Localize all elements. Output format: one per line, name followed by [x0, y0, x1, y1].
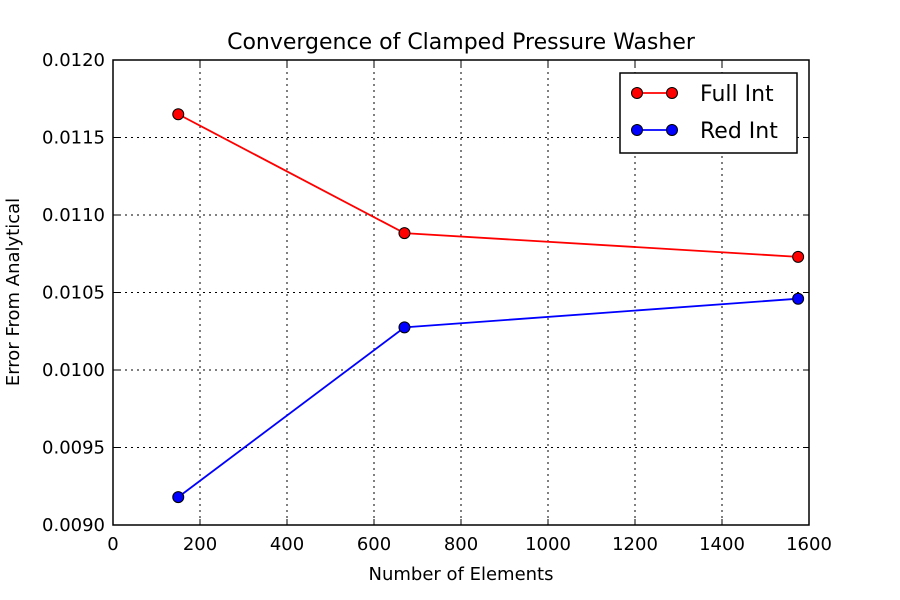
- legend: Full Int Red Int: [619, 72, 798, 154]
- y-tick-label: 0.0100: [42, 360, 105, 381]
- legend-marker: [631, 124, 643, 136]
- data-point: [172, 108, 185, 121]
- x-tick-label: 600: [357, 534, 391, 555]
- y-tick-label: 0.0095: [42, 438, 105, 459]
- legend-label: Red Int: [700, 119, 778, 144]
- x-tick-label: 1600: [786, 534, 832, 555]
- x-tick-label: 400: [270, 534, 304, 555]
- legend-marker: [631, 87, 643, 99]
- series-0: [172, 108, 805, 263]
- data-point: [792, 292, 805, 305]
- legend-label: Full Int: [700, 82, 774, 107]
- legend-entry: Full Int: [631, 82, 774, 107]
- x-axis-label: Number of Elements: [368, 564, 553, 585]
- legend-box: [619, 72, 798, 154]
- legend-entry: Red Int: [631, 119, 778, 144]
- axis-ticks: 0 200 400 600 800 1000 1200 1400 1600 0.0090 0.009…: [42, 50, 832, 555]
- data-point: [398, 227, 411, 240]
- y-tick-label: 0.0110: [42, 205, 105, 226]
- x-tick-label: 1200: [612, 534, 658, 555]
- y-tick-label: 0.0090: [42, 515, 105, 536]
- x-tick-label: 200: [183, 534, 217, 555]
- x-tick-label: 0: [107, 534, 118, 555]
- legend-marker: [666, 87, 678, 99]
- y-tick-label: 0.0120: [42, 50, 105, 71]
- legend-marker: [666, 124, 678, 136]
- chart-title: Convergence of Clamped Pressure Washer: [227, 30, 696, 55]
- x-tick-label: 1000: [525, 534, 571, 555]
- series-1: [172, 292, 805, 504]
- x-tick-label: 1400: [699, 534, 745, 555]
- series-line: [177, 297, 799, 498]
- x-tick-label: 800: [444, 534, 478, 555]
- series-layer: [172, 108, 805, 504]
- data-point: [398, 321, 411, 334]
- y-axis-label: Error From Analytical: [3, 198, 24, 386]
- y-tick-label: 0.0105: [42, 283, 105, 304]
- data-point: [792, 250, 805, 263]
- grid-lines: [113, 60, 809, 525]
- data-point: [172, 491, 185, 504]
- y-tick-label: 0.0115: [42, 128, 105, 149]
